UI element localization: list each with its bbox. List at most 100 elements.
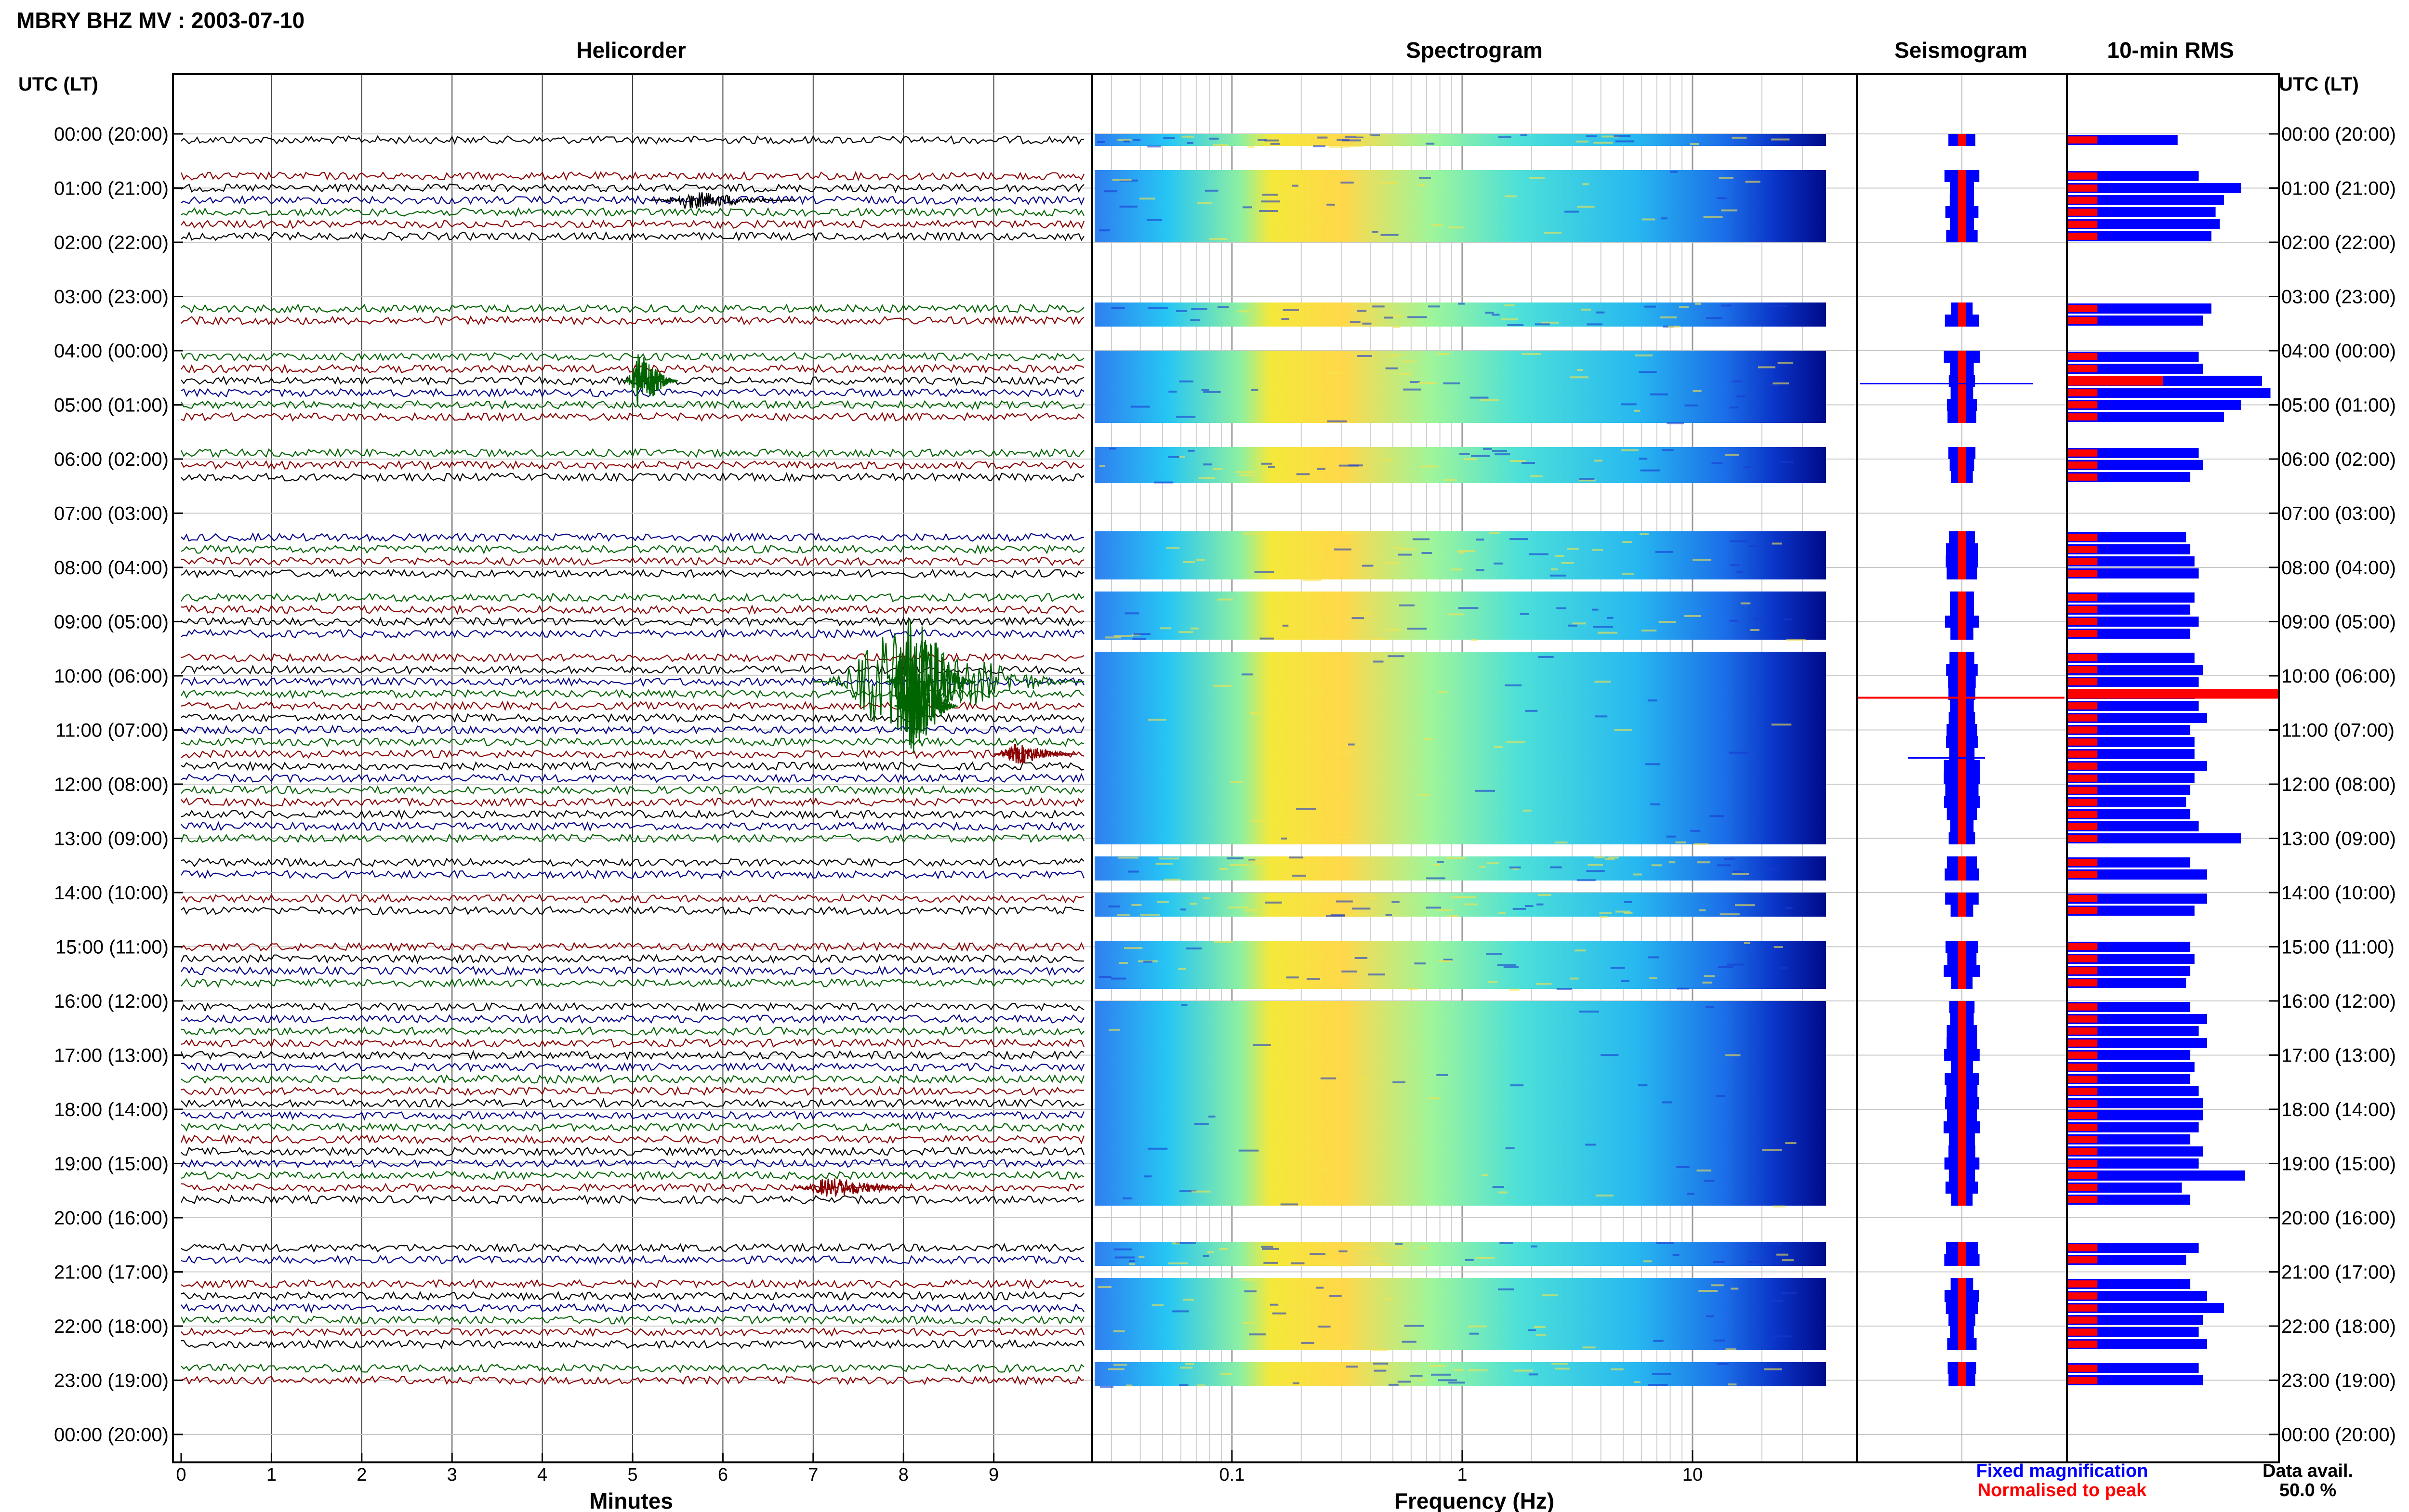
spectrogram-speckle — [1337, 139, 1350, 141]
hour-label-right: 05:00 (01:00) — [2281, 395, 2396, 416]
spectrogram-speckle — [1522, 353, 1541, 355]
rms-bar-fixed — [2068, 869, 2208, 880]
hour-label-right: 00:00 (20:00) — [2281, 124, 2396, 145]
spectrogram-title: Spectrogram — [1406, 38, 1543, 63]
spectrogram-speckle — [1113, 1330, 1125, 1332]
spectrogram-speckle — [1188, 449, 1195, 452]
rms-bar-normalised — [2068, 317, 2098, 324]
spectrogram-speckle — [1131, 904, 1142, 906]
rms-bar-normalised — [2068, 594, 2098, 601]
spectrogram-speckle — [1727, 963, 1744, 966]
spectrogram-speckle — [1458, 607, 1479, 609]
seismogram-normalised — [1958, 1278, 1966, 1290]
spectrogram-speckle — [1339, 532, 1356, 534]
spectrogram-speckle — [1594, 681, 1611, 683]
spectrogram-speckle — [1376, 1366, 1390, 1368]
spectrogram-speckle — [1621, 449, 1639, 451]
minute-tick-label: 5 — [627, 1465, 637, 1485]
spectrogram-speckle — [1693, 559, 1711, 561]
spectrogram-speckle — [1641, 629, 1657, 631]
spectrogram-speckle — [1497, 1288, 1514, 1290]
spectrogram-speckle — [1773, 1335, 1793, 1338]
hour-label-left: 13:00 (09:00) — [54, 828, 169, 850]
spectrogram-speckle — [1528, 1373, 1538, 1376]
rms-bar-normalised — [2068, 305, 2098, 312]
spectrogram-speckle — [1505, 1147, 1515, 1149]
spectrogram-speckle — [1588, 864, 1603, 866]
seismogram-normalised — [1958, 555, 1966, 567]
spectrogram-speckle — [1190, 319, 1201, 321]
spectrogram-speckle — [1310, 134, 1318, 137]
spectrogram-speckle — [1217, 598, 1233, 601]
rms-bar-normalised — [2068, 1112, 2098, 1119]
spectrogram-speckle — [1614, 135, 1631, 137]
spectrogram-speckle — [1651, 864, 1662, 867]
spectrogram-speckle — [1261, 200, 1280, 203]
seismogram-normalised — [1958, 941, 1966, 953]
spectrogram-speckle — [1313, 145, 1325, 147]
spectrogram-speckle — [1373, 1362, 1389, 1365]
spectrogram-speckle — [1610, 967, 1625, 969]
spectrogram-speckle — [1728, 1383, 1737, 1386]
rms-bar-normalised-peak — [2068, 689, 2279, 699]
spectrogram-speckle — [1522, 809, 1532, 812]
spectrogram-speckle — [1621, 572, 1634, 575]
spectrogram-speckle — [1329, 145, 1349, 148]
spectrogram-speckle — [1704, 975, 1715, 977]
helicorder-trace — [181, 1026, 1085, 1036]
seismogram-normalised — [1958, 664, 1966, 676]
spectrogram-speckle — [1677, 987, 1689, 990]
rms-bar-fixed — [2068, 809, 2191, 819]
seismogram-normalised — [1958, 700, 1966, 712]
spectrogram-speckle — [1317, 136, 1328, 139]
spectrogram-speckle — [1743, 466, 1751, 469]
spectrogram-speckle — [1239, 474, 1255, 476]
rms-bar-fixed — [2068, 1110, 2203, 1120]
spectrogram-speckle — [1105, 636, 1122, 639]
rms-bar-fixed — [2068, 1134, 2191, 1144]
spectrogram-speckle — [1579, 1011, 1599, 1013]
spectrogram-speckle — [1299, 141, 1315, 143]
spectrogram-speckle — [1209, 237, 1228, 240]
spectrogram-speckle — [1362, 565, 1374, 567]
rms-bar-normalised — [2068, 967, 2098, 974]
spectrogram-speckle — [1296, 808, 1316, 810]
helicorder-trace — [181, 1254, 1085, 1265]
spectrogram-speckle — [1253, 1044, 1271, 1046]
rms-bar-normalised — [2068, 1100, 2098, 1107]
spectrogram-speckle — [1758, 366, 1775, 368]
seismogram-normalised — [1958, 1362, 1966, 1374]
spectrogram-speckle — [1384, 316, 1393, 319]
hour-label-right: 21:00 (17:00) — [2281, 1262, 2396, 1283]
spectrogram-speckle — [1437, 353, 1450, 355]
spectrogram-speckle — [1133, 139, 1140, 141]
rms-bar-normalised — [2068, 197, 2098, 204]
spectrogram-speckle — [1723, 857, 1735, 860]
hour-label-right: 11:00 (07:00) — [2281, 720, 2395, 741]
spectrogram-speckle — [1509, 988, 1520, 991]
rms-bar-fixed — [2068, 942, 2191, 952]
spectrogram-speckle — [1433, 864, 1441, 866]
rms-bar-fixed — [2068, 231, 2211, 241]
spectrogram-speckle — [1615, 140, 1635, 143]
spectrogram-band — [1095, 592, 1826, 640]
helicorder-trace — [180, 953, 1085, 964]
spectrogram-speckle — [1388, 655, 1404, 657]
spectrogram-speckle — [1529, 553, 1549, 555]
hour-label-right: 13:00 (09:00) — [2281, 828, 2396, 850]
spectrogram-speckle — [1567, 548, 1579, 550]
rms-bar-fixed — [2068, 785, 2191, 795]
spectrogram-band — [1095, 893, 1826, 917]
seismogram-normalised — [1958, 676, 1966, 688]
spectrogram-speckle — [1538, 656, 1554, 658]
spectrogram-speckle — [1468, 1325, 1487, 1328]
spectrogram-speckle — [1176, 416, 1196, 418]
rms-bar-normalised — [2068, 1280, 2098, 1288]
rms-bar-normalised — [2068, 1064, 2098, 1071]
spectrogram-speckle — [1503, 966, 1519, 969]
spectrogram-speckle — [1213, 684, 1232, 687]
spectrogram-speckle — [1117, 914, 1130, 916]
spectrogram-speckle — [1369, 134, 1380, 136]
spectrogram-speckle — [1652, 1373, 1671, 1375]
spectrogram-speckle — [1762, 1149, 1782, 1151]
